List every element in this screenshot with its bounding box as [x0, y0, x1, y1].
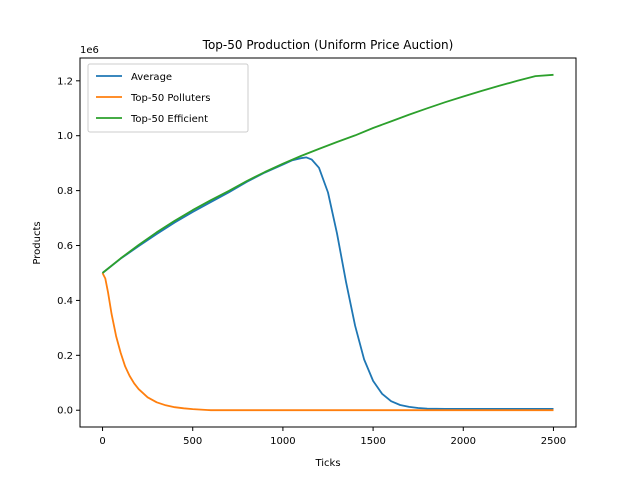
series-line-top-50-polluters [101, 272, 554, 412]
x-tick-label: 0 [99, 436, 105, 447]
legend-label-average: Average [131, 72, 172, 83]
legend-label-top-50-efficient: Top-50 Efficient [130, 114, 208, 125]
y-tick-label: 0.2 [57, 351, 73, 362]
legend-label-top-50-polluters: Top-50 Polluters [130, 93, 210, 104]
y-axis-label: Products [32, 221, 43, 264]
y-tick-label: 0.4 [57, 296, 73, 307]
x-tick-label: 1000 [270, 436, 295, 447]
x-tick-label: 1500 [360, 436, 385, 447]
series-line-top-50-efficient [101, 73, 554, 274]
y-tick-label: 0.6 [57, 241, 73, 252]
chart-title: Top-50 Production (Uniform Price Auction… [202, 38, 454, 52]
y-tick-label: 1.2 [57, 76, 73, 87]
series-line-average [101, 156, 554, 410]
legend-frame [87, 63, 249, 133]
y-axis-ticks: 0.0 0.2 0.4 0.6 0.8 1.0 1.2 [57, 76, 80, 417]
x-axis-label: Ticks [314, 458, 340, 469]
y-offset-label: 1e6 [80, 45, 99, 56]
x-tick-label: 500 [183, 436, 202, 447]
plot-lines [101, 73, 554, 412]
x-axis-ticks: 0 500 1000 1500 2000 2500 [99, 427, 566, 447]
x-tick-label: 2000 [451, 436, 476, 447]
y-tick-label: 1.0 [57, 131, 73, 142]
y-tick-label: 0.0 [57, 406, 73, 417]
x-tick-label: 2500 [541, 436, 566, 447]
y-tick-label: 0.8 [57, 186, 73, 197]
legend: Average Top-50 Polluters Top-50 Efficien… [87, 63, 249, 133]
plot-area-frame [79, 57, 577, 428]
